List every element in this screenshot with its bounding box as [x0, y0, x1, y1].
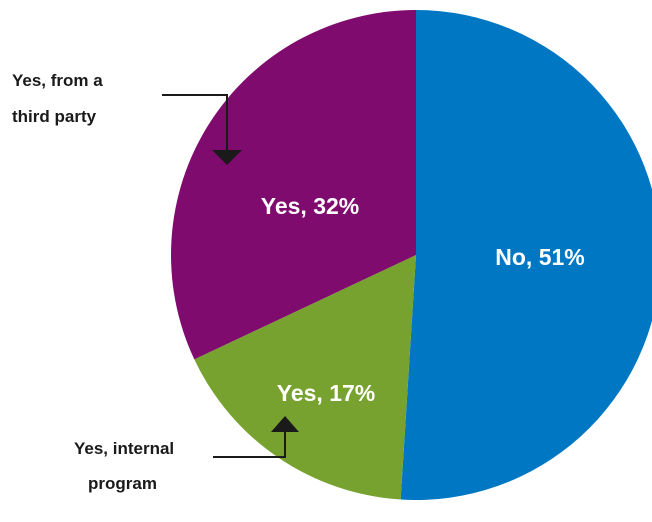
callout-internal-program: Yes, internal program: [74, 416, 299, 493]
pie-slices: [171, 10, 652, 500]
callout-third-party-leader: [162, 94, 228, 150]
pie-slice-1: [194, 255, 416, 500]
pie-slice-label-2: Yes, 32%: [261, 193, 359, 219]
callout-third-party-line-2: third party: [12, 107, 97, 126]
pie-slice-label-0: No, 51%: [495, 244, 584, 270]
callout-internal-program-arrow-icon: [271, 416, 299, 432]
callout-internal-program-line-1: Yes, internal: [74, 439, 174, 458]
callout-third-party-line-1: Yes, from a: [12, 71, 103, 90]
pie-slice-0: [400, 10, 652, 500]
callout-internal-program-leader: [213, 432, 286, 458]
pie-slice-2: [171, 10, 416, 360]
callout-third-party: Yes, from a third party: [12, 71, 242, 165]
pie-slice-labels: No, 51% Yes, 17% Yes, 32%: [261, 193, 585, 406]
callout-third-party-arrow-icon: [212, 150, 242, 165]
pie-slice-label-1: Yes, 17%: [277, 380, 375, 406]
callout-internal-program-line-2: program: [88, 474, 157, 493]
